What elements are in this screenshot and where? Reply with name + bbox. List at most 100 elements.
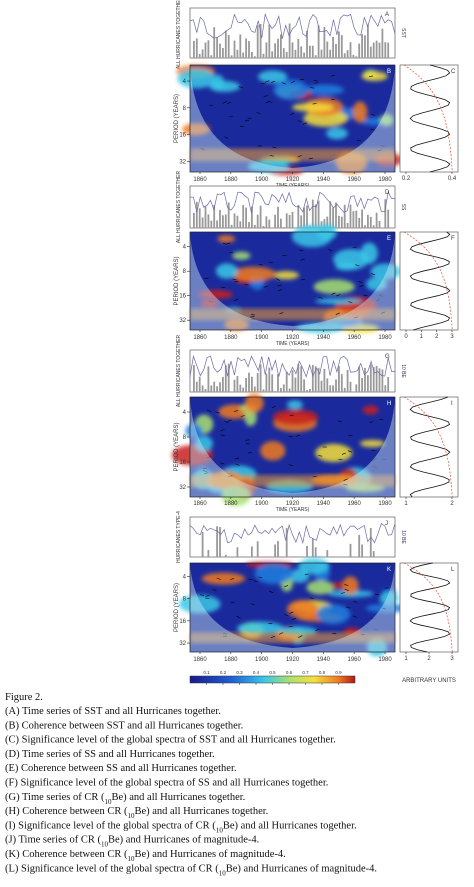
series-bar xyxy=(361,377,363,392)
series-label: HURRICANES TYPE-4 xyxy=(176,511,182,563)
series-bar xyxy=(294,377,297,392)
phase-arrow xyxy=(370,273,376,276)
series-bar xyxy=(193,365,195,392)
phase-arrow xyxy=(216,577,221,580)
series-bar xyxy=(338,31,340,58)
series-bar xyxy=(280,34,282,58)
series-bar xyxy=(297,38,300,58)
series-bar xyxy=(297,363,300,392)
series-bar xyxy=(227,363,230,392)
series-bar xyxy=(193,40,195,58)
coherence-blob xyxy=(221,484,251,507)
caption-line: (D) Time series of SS and all Hurricanes… xyxy=(5,749,215,760)
phase-arrow xyxy=(288,625,293,628)
phase-arrow xyxy=(224,421,229,423)
series-line xyxy=(189,12,396,39)
year-tick-label: 1900 xyxy=(255,177,269,183)
series-bar xyxy=(352,391,355,392)
series-bar xyxy=(233,379,236,392)
series-bar xyxy=(369,527,372,557)
series-bar xyxy=(294,49,297,58)
year-tick-label: 1920 xyxy=(286,657,300,663)
colorbar-tick-label: 0.6 xyxy=(286,670,293,675)
caption-line: (G) Time series of CR (10Be) and all Hur… xyxy=(5,792,245,806)
series-bar xyxy=(198,208,201,228)
spectrum-letter: C xyxy=(451,69,456,75)
year-tick-label: 1880 xyxy=(224,501,238,507)
caption-text: Be) and Hurricanes of magnitude-4. xyxy=(226,863,377,874)
caption-text: (J) Time series of CR ( xyxy=(5,835,101,846)
series-bar xyxy=(198,376,201,392)
phase-arrow xyxy=(222,632,228,635)
coherence-blob xyxy=(200,299,219,308)
caption-line: (J) Time series of CR (10Be) and Hurrica… xyxy=(5,835,259,849)
series-bar xyxy=(329,49,332,58)
phase-arrow xyxy=(354,316,359,319)
series-bar xyxy=(320,380,323,392)
phase-arrow xyxy=(245,443,250,445)
series-bar xyxy=(364,225,366,228)
phase-arrow xyxy=(220,434,225,436)
phase-arrow xyxy=(245,439,250,441)
series-bar xyxy=(340,35,343,58)
coherence-letter: B xyxy=(387,69,391,75)
coherence-blob xyxy=(342,576,359,595)
phase-arrow xyxy=(228,251,233,254)
spectrum-tick-label: 3 xyxy=(450,656,454,662)
phase-arrow xyxy=(226,242,231,245)
right-label: SST xyxy=(400,28,406,38)
series-bar xyxy=(239,221,242,228)
series-bar xyxy=(314,55,317,58)
phase-arrow xyxy=(206,409,212,413)
coherence-blob xyxy=(209,80,241,92)
series-bar xyxy=(274,544,276,557)
coherence-blob xyxy=(224,318,250,331)
series-bar xyxy=(303,379,305,392)
phase-arrow xyxy=(368,75,374,77)
series-bar xyxy=(323,368,326,392)
spectrum-line xyxy=(409,231,451,331)
coherence-blob xyxy=(217,235,236,243)
coherence-blob xyxy=(298,558,330,574)
cone-of-influence xyxy=(190,232,395,330)
phase-arrow xyxy=(299,249,304,252)
series-bar xyxy=(303,52,305,58)
series-bar xyxy=(329,385,332,392)
phase-arrow xyxy=(372,465,377,469)
phase-arrow xyxy=(335,312,340,315)
series-bar xyxy=(242,387,245,392)
series-bar xyxy=(358,534,361,557)
spectrum-frame xyxy=(399,396,459,498)
spectrum-tick-label: 2 xyxy=(427,656,431,662)
series-bar xyxy=(384,199,387,228)
caption-text: (I) Significance level of the global spe… xyxy=(5,820,216,831)
significance-line xyxy=(403,231,453,331)
series-bar xyxy=(248,222,250,228)
phase-arrow xyxy=(318,455,323,457)
phase-arrow xyxy=(265,80,270,83)
series-bar xyxy=(251,376,253,392)
phase-arrow xyxy=(353,601,358,603)
series-frame xyxy=(189,516,396,558)
phase-arrow xyxy=(370,113,376,116)
series-bar xyxy=(317,367,320,392)
phase-arrow xyxy=(212,589,217,591)
time-axis-label: TIME (YEARS) xyxy=(276,341,310,347)
coherence-blob xyxy=(291,102,334,112)
period-tick-label: 4 xyxy=(183,79,187,85)
phase-arrow xyxy=(341,452,347,455)
series-bar xyxy=(375,365,378,392)
spectrum-line xyxy=(409,562,451,653)
series-bar xyxy=(207,40,210,58)
caption-subscript: 10 xyxy=(101,841,109,849)
series-bar xyxy=(358,366,361,392)
colorbar xyxy=(189,675,356,684)
phase-arrow xyxy=(375,299,380,302)
year-tick-label: 1860 xyxy=(193,501,207,507)
series-bar xyxy=(274,43,276,58)
colorbar-tick-label: 0.2 xyxy=(220,670,227,675)
series-bar xyxy=(210,385,213,392)
series-label: ALL HURRICANES TOGETHER xyxy=(176,171,182,244)
series-bar xyxy=(317,25,320,58)
phase-arrow xyxy=(250,314,256,316)
